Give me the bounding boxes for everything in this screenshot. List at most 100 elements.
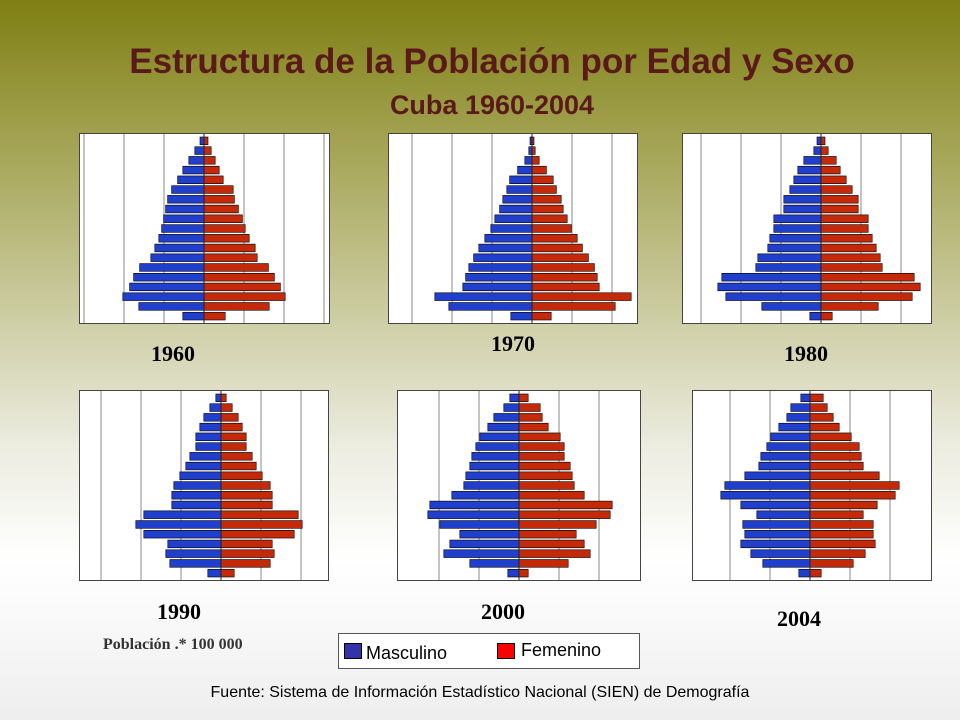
bar-male-age-16 — [203, 413, 222, 422]
bar-female-age-3 — [531, 282, 600, 292]
bar-female-age-2 — [809, 549, 866, 558]
bar-male-age-15 — [182, 165, 205, 175]
bar-male-age-13 — [766, 442, 811, 451]
bar-male-age-2 — [165, 549, 222, 558]
bar-female-age-4 — [220, 530, 295, 539]
bar-female-age-12 — [203, 195, 235, 204]
bar-male-age-13 — [475, 442, 520, 451]
bar-male-age-14 — [177, 175, 205, 184]
bar-female-age-9 — [203, 224, 246, 233]
bar-female-age-17 — [809, 403, 828, 412]
bar-female-age-11 — [809, 461, 864, 471]
bar-female-age-2 — [820, 292, 913, 301]
bar-male-age-2 — [750, 549, 811, 558]
bar-male-age-5 — [139, 263, 205, 272]
bar-male-age-1 — [761, 302, 822, 311]
bar-male-age-10 — [163, 214, 205, 223]
population-units-note: Población .* 100 000 — [103, 636, 243, 653]
bar-female-age-5 — [203, 263, 269, 272]
bar-female-age-4 — [203, 273, 275, 282]
bar-female-age-17 — [220, 403, 233, 412]
bar-male-age-15 — [199, 422, 222, 432]
bar-male-age-4 — [143, 530, 222, 539]
pyramid-1980 — [682, 133, 932, 324]
bar-female-age-15 — [203, 165, 220, 175]
bar-female-age-10 — [809, 471, 880, 480]
bar-female-age-2 — [518, 549, 591, 558]
bar-male-age-7 — [478, 243, 533, 253]
pyramid-svg — [700, 134, 921, 323]
bar-female-age-3 — [220, 539, 273, 549]
bar-male-age-8 — [720, 491, 811, 500]
bar-female-age-8 — [531, 234, 578, 243]
bar-male-age-1 — [169, 559, 222, 568]
bar-female-age-16 — [820, 156, 837, 165]
bar-male-age-14 — [479, 432, 520, 441]
bar-male-age-11 — [758, 461, 811, 471]
bar-male-age-18 — [816, 136, 822, 146]
bar-male-age-5 — [755, 263, 822, 272]
legend-swatch-male — [344, 643, 362, 659]
bar-male-age-8 — [484, 234, 533, 243]
legend: Masculino Femenino — [338, 633, 640, 669]
bar-female-age-0 — [203, 311, 226, 321]
bar-female-age-13 — [531, 185, 557, 194]
bar-female-age-14 — [820, 175, 847, 184]
bar-female-age-15 — [531, 165, 547, 175]
bar-female-age-14 — [809, 432, 852, 441]
bar-female-age-17 — [518, 403, 541, 412]
bar-male-age-9 — [490, 224, 533, 233]
bar-female-age-6 — [820, 253, 881, 262]
bar-female-age-1 — [820, 302, 879, 311]
legend-swatch-female — [497, 643, 515, 659]
bar-female-age-16 — [531, 156, 540, 165]
bar-male-age-17 — [194, 146, 205, 155]
bar-male-age-6 — [756, 510, 811, 519]
bar-male-age-1 — [448, 302, 533, 311]
bar-female-age-7 — [518, 500, 613, 510]
bar-female-age-4 — [518, 530, 577, 539]
bar-female-age-18 — [220, 393, 227, 403]
bar-female-age-5 — [809, 520, 874, 529]
bar-female-age-7 — [809, 500, 878, 510]
bar-male-age-16 — [188, 156, 205, 165]
bar-female-age-0 — [220, 568, 235, 578]
bar-female-age-1 — [220, 559, 271, 568]
bar-male-age-15 — [797, 165, 822, 175]
year-label-2004: 2004 — [777, 606, 821, 631]
bar-female-age-9 — [820, 224, 869, 233]
bar-male-age-15 — [778, 422, 811, 432]
bar-female-age-11 — [518, 461, 571, 471]
bar-female-age-16 — [809, 413, 834, 422]
bar-female-age-12 — [518, 452, 565, 461]
bar-female-age-11 — [531, 204, 564, 214]
bar-female-age-18 — [203, 136, 209, 146]
bar-female-age-10 — [531, 214, 568, 223]
bar-male-age-3 — [129, 282, 205, 292]
bar-female-age-16 — [203, 156, 216, 165]
bar-male-age-2 — [725, 292, 822, 301]
bar-female-age-2 — [531, 292, 632, 301]
bar-female-age-7 — [220, 500, 273, 510]
bar-female-age-14 — [220, 432, 247, 441]
bar-male-age-10 — [744, 471, 811, 480]
pyramid-1970 — [388, 133, 638, 324]
bar-female-age-4 — [809, 530, 874, 539]
bar-male-age-16 — [786, 413, 811, 422]
bar-female-age-3 — [809, 539, 876, 549]
bar-female-age-14 — [203, 175, 224, 184]
bar-female-age-0 — [820, 311, 833, 321]
bar-female-age-6 — [518, 510, 611, 519]
bar-female-age-2 — [220, 549, 275, 558]
bar-female-age-13 — [518, 442, 565, 451]
year-label-1970: 1970 — [491, 331, 535, 356]
bar-female-age-11 — [203, 204, 239, 214]
bar-female-age-18 — [518, 393, 529, 403]
bar-female-age-14 — [531, 175, 554, 184]
bar-female-age-13 — [820, 185, 853, 194]
bar-female-age-10 — [220, 471, 263, 480]
bar-male-age-12 — [189, 452, 222, 461]
bar-male-age-12 — [502, 195, 533, 204]
bar-female-age-9 — [518, 481, 575, 490]
bar-female-age-13 — [220, 442, 247, 451]
